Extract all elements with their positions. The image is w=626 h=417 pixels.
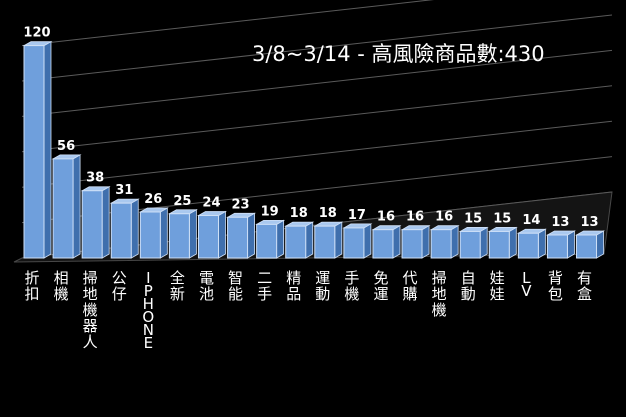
bar — [517, 232, 539, 259]
data-label: 18 — [319, 206, 337, 221]
bar — [23, 45, 45, 259]
category-label: 相機 — [54, 269, 69, 303]
category-label: 公仔 — [112, 269, 127, 303]
bar-side — [101, 186, 110, 259]
bar — [110, 202, 132, 259]
bar — [401, 229, 423, 259]
gridline — [21, 0, 435, 47]
gridline — [21, 49, 613, 117]
category-label: 二手 — [257, 269, 272, 303]
category-label: 自動 — [461, 269, 476, 303]
bar — [256, 223, 278, 259]
category-label: 掃地機器人 — [83, 269, 98, 351]
bar-side — [72, 154, 81, 259]
bar — [343, 227, 365, 259]
bar — [372, 229, 394, 259]
bar-side — [43, 40, 52, 259]
bar-side — [596, 230, 604, 259]
bar-side — [421, 224, 430, 259]
category-label: 娃娃 — [490, 269, 505, 303]
category-label: 電池 — [199, 269, 214, 303]
bar — [81, 190, 103, 259]
data-label: 120 — [23, 26, 50, 41]
bar — [168, 213, 190, 259]
bar-side — [334, 221, 343, 259]
data-label: 56 — [57, 139, 75, 154]
category-label: 有盒 — [577, 269, 592, 303]
bar-side — [188, 209, 197, 259]
category-label: 代購 — [403, 269, 418, 303]
bar — [52, 158, 74, 259]
category-label: 背包 — [548, 269, 563, 303]
bar-side — [276, 219, 285, 259]
bar — [430, 229, 452, 259]
bar-side — [159, 207, 168, 259]
data-label: 38 — [86, 171, 104, 186]
data-label: 25 — [173, 194, 191, 209]
data-label: 14 — [522, 213, 540, 228]
data-label: 13 — [580, 215, 598, 230]
category-label: 手機 — [344, 269, 359, 303]
bar — [314, 225, 336, 259]
bar-side — [450, 224, 459, 259]
data-label: 16 — [377, 210, 395, 225]
bar — [285, 225, 307, 259]
gridline — [21, 14, 613, 82]
bar — [546, 234, 568, 259]
bar-side — [479, 226, 488, 259]
category-label: 免運 — [373, 269, 388, 303]
data-label: 23 — [232, 197, 250, 212]
category-label: 全新 — [170, 269, 185, 303]
data-label: 24 — [202, 196, 220, 211]
category-label: 折扣 — [24, 269, 39, 303]
bar-side — [508, 226, 517, 259]
bar — [488, 230, 510, 259]
data-label: 15 — [493, 211, 511, 226]
bar-side — [218, 210, 226, 259]
data-label: 19 — [261, 204, 279, 219]
data-label: 13 — [551, 215, 569, 230]
category-label: 運動 — [315, 269, 330, 303]
bar-side — [363, 223, 372, 259]
bar — [576, 234, 598, 259]
bar — [197, 215, 219, 259]
data-label: 15 — [464, 211, 482, 226]
bar — [459, 230, 481, 259]
gridline — [21, 120, 613, 188]
data-label: 31 — [115, 183, 133, 198]
bar-side — [305, 221, 314, 259]
bar-side — [567, 230, 575, 259]
data-label: 17 — [348, 208, 366, 223]
category-label: 掃地機 — [432, 269, 447, 319]
category-label: 智能 — [228, 269, 243, 303]
data-label: 18 — [290, 206, 308, 221]
bar — [227, 216, 249, 259]
bar-side — [537, 228, 546, 259]
category-label: 精品 — [286, 269, 301, 303]
data-label: 16 — [435, 210, 453, 225]
data-label: 26 — [144, 192, 162, 207]
gridline — [21, 85, 613, 153]
bar-side — [247, 212, 255, 259]
data-label: 16 — [406, 210, 424, 225]
chart-title: 3/8~3/14 - 高風險商品數:430 — [252, 42, 545, 66]
bar-side — [392, 224, 401, 259]
bar-side — [130, 198, 139, 259]
bar — [139, 211, 161, 259]
